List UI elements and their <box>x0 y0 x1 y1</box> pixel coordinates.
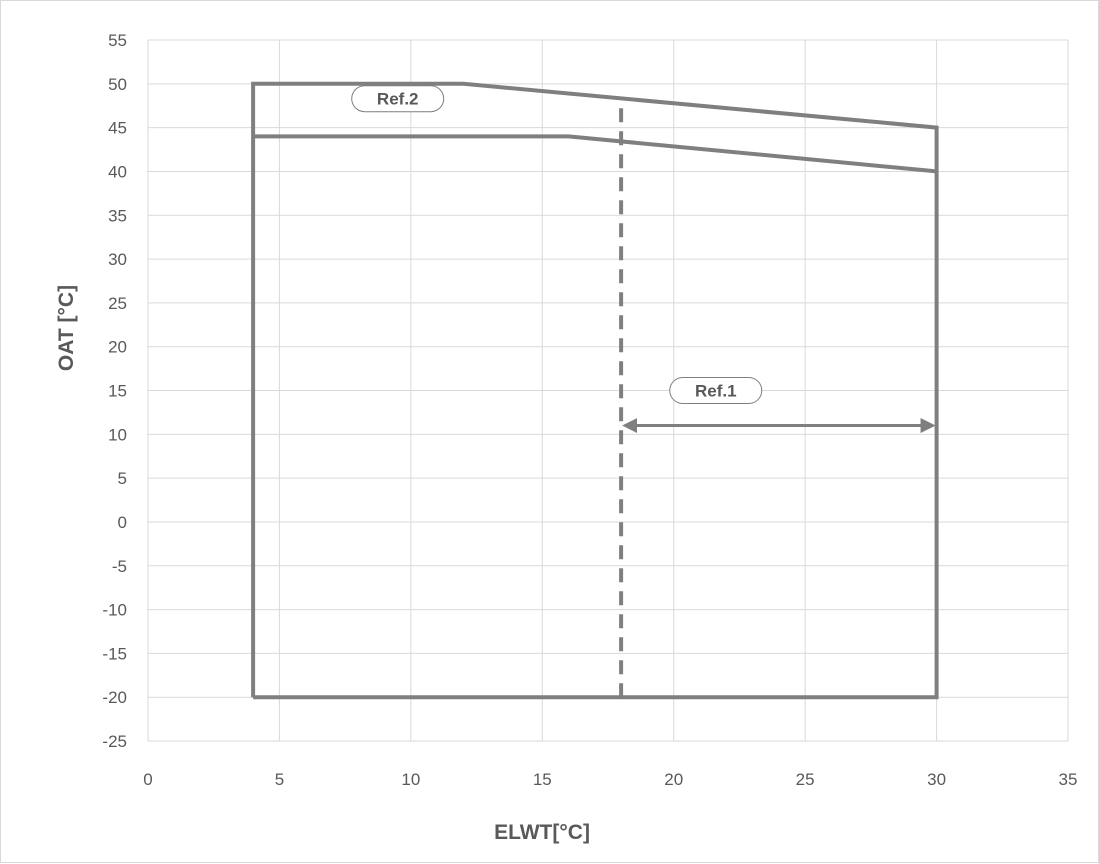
ref-label-ref2: Ref.2 <box>377 90 419 109</box>
x-tick-label: 35 <box>1059 770 1078 789</box>
y-tick-label: -10 <box>102 601 127 620</box>
ref-label-ref1: Ref.1 <box>695 382 737 401</box>
y-tick-label: 35 <box>108 206 127 225</box>
x-tick-label: 25 <box>796 770 815 789</box>
y-tick-label: 20 <box>108 338 127 357</box>
series-line-0 <box>251 81 939 700</box>
y-axis-title: OAT [°C] <box>55 285 78 371</box>
y-tick-label: 30 <box>108 250 127 269</box>
y-tick-label: -5 <box>112 557 127 576</box>
y-tick-label: 50 <box>108 75 127 94</box>
series-layer <box>251 81 939 700</box>
x-tick-label: 30 <box>927 770 946 789</box>
x-tick-label: 10 <box>401 770 420 789</box>
x-axis-title: ELWT[°C] <box>494 821 590 844</box>
x-tick-label: 5 <box>275 770 284 789</box>
grid-layer <box>147 39 1069 742</box>
y-tick-label: 40 <box>108 162 127 181</box>
y-tick-label: -20 <box>102 688 127 707</box>
y-tick-label: -15 <box>102 644 127 663</box>
x-tick-label: 20 <box>664 770 683 789</box>
y-tick-label: 25 <box>108 294 127 313</box>
annotation-layer: Ref.1 Ref.2 <box>351 85 936 434</box>
y-tick-label: 5 <box>118 469 127 488</box>
x-tick-label: 0 <box>143 770 152 789</box>
y-tick-label: 15 <box>108 382 127 401</box>
ref-label-box-ref1 <box>669 377 763 404</box>
ref-label-box-ref2 <box>351 85 445 113</box>
y-tick-label: 10 <box>108 425 127 444</box>
y-tick-label: -25 <box>102 732 127 751</box>
y-tick-label: 0 <box>118 513 127 532</box>
y-tick-label: 55 <box>108 31 127 50</box>
series-line-1 <box>253 134 937 174</box>
x-tick-label: 15 <box>533 770 552 789</box>
y-tick-label: 45 <box>108 119 127 138</box>
